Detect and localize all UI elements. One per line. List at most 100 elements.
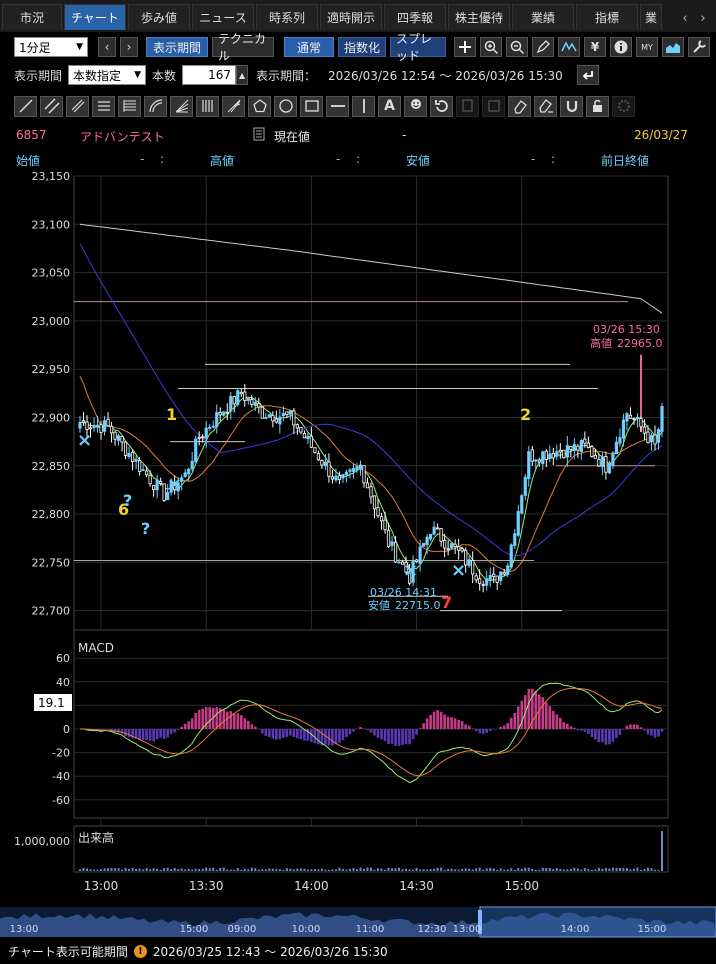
- macd-tick-label: -40: [52, 770, 70, 783]
- signal-icon[interactable]: [558, 37, 580, 57]
- fibonacci-icon[interactable]: [118, 95, 141, 117]
- range-mode-select[interactable]: 本数指定 ▼: [68, 65, 147, 85]
- macd-bar: [310, 729, 313, 743]
- vlines-icon[interactable]: [196, 95, 219, 117]
- volume-bar: [622, 867, 625, 871]
- period-button[interactable]: 表示期間: [146, 37, 208, 57]
- volume-bar: [313, 869, 316, 871]
- candle-body: [460, 548, 464, 552]
- volume-bar: [275, 868, 278, 871]
- tab-prev-icon[interactable]: ‹: [682, 10, 688, 26]
- footer-label: チャート表示可能期間: [8, 944, 128, 959]
- volume-bar: [152, 868, 155, 871]
- copy-icon[interactable]: [456, 95, 479, 117]
- tab-next-icon[interactable]: ›: [700, 10, 706, 26]
- info-icon[interactable]: [610, 37, 632, 57]
- candle-body: [386, 529, 391, 548]
- candle-body: [579, 440, 583, 452]
- stamp-icon[interactable]: [404, 95, 427, 117]
- tab-market[interactable]: 市況: [2, 4, 62, 30]
- count-stepper-icon[interactable]: ▲: [236, 65, 249, 85]
- macd-bar: [306, 729, 310, 741]
- count-input[interactable]: 167: [182, 65, 237, 85]
- undo-icon[interactable]: [430, 95, 453, 117]
- candle-body: [551, 452, 555, 459]
- gear-icon[interactable]: [612, 95, 635, 117]
- tab-earnings[interactable]: 業績: [512, 4, 574, 30]
- signal-cross: ×: [167, 474, 182, 495]
- zoom-in-icon[interactable]: [480, 37, 502, 57]
- index-button[interactable]: 指数化: [338, 37, 386, 57]
- next-button[interactable]: ›: [120, 37, 138, 57]
- pen-icon[interactable]: [532, 37, 554, 57]
- tab-chart[interactable]: チャート: [64, 4, 126, 30]
- tab-disclosure[interactable]: 適時開示: [320, 4, 382, 30]
- volume-bar: [492, 868, 495, 871]
- arc-icon[interactable]: [144, 95, 167, 117]
- volume-bar: [405, 868, 408, 871]
- volume-bar: [545, 867, 548, 871]
- channel-icon[interactable]: [40, 95, 63, 117]
- hline-icon[interactable]: [326, 95, 349, 117]
- spread-button[interactable]: スプレッド: [390, 32, 446, 63]
- tab-news[interactable]: ニュース: [192, 4, 254, 30]
- reset-icon[interactable]: [576, 65, 599, 85]
- my-chart-icon[interactable]: MY: [636, 37, 658, 57]
- volume-bar: [121, 869, 124, 871]
- magnet-icon[interactable]: [560, 95, 583, 117]
- fan-icon[interactable]: [170, 95, 193, 117]
- high-label: 高値: [210, 154, 235, 168]
- circle-icon[interactable]: [274, 95, 297, 117]
- trendline-icon[interactable]: [14, 95, 37, 117]
- tab-more[interactable]: 業: [640, 4, 662, 30]
- volume-bar: [327, 869, 330, 871]
- tab-benefits[interactable]: 株主優待: [448, 4, 510, 30]
- zoom-out-icon[interactable]: [506, 37, 528, 57]
- candle-body: [471, 560, 475, 575]
- pitchfork-icon[interactable]: [222, 95, 245, 117]
- tab-shikiho[interactable]: 四季報: [384, 4, 446, 30]
- normal-button[interactable]: 通常: [284, 37, 334, 57]
- volume-bar: [576, 868, 579, 871]
- text-icon[interactable]: A: [378, 95, 401, 117]
- volume-bar: [240, 869, 243, 871]
- navigator-handle-left[interactable]: [478, 910, 482, 934]
- candle-body: [555, 451, 559, 457]
- stock-chart[interactable]: 23,150 23,100 23,050 23,000 22,950 22,900 22,8…: [0, 170, 716, 938]
- price-tick-label: 23,000: [32, 315, 71, 328]
- yen-icon[interactable]: ¥: [584, 37, 606, 57]
- hlines-icon[interactable]: [92, 95, 115, 117]
- candle-body: [260, 406, 264, 419]
- parallel-icon[interactable]: [66, 95, 89, 117]
- rectangle-icon[interactable]: [300, 95, 323, 117]
- macd-bar: [201, 708, 205, 729]
- eraser-icon[interactable]: [508, 95, 531, 117]
- tab-indicators[interactable]: 指標: [576, 4, 638, 30]
- document-icon[interactable]: [252, 127, 266, 144]
- macd-bar: [590, 729, 594, 737]
- paste-icon[interactable]: [482, 95, 505, 117]
- lock-icon[interactable]: [586, 95, 609, 117]
- tab-tick[interactable]: 歩み値: [128, 4, 190, 30]
- tab-timeseries[interactable]: 時系列: [256, 4, 318, 30]
- volume-bar: [352, 868, 355, 871]
- settings-icon[interactable]: [688, 37, 710, 57]
- area-chart-icon[interactable]: [662, 37, 684, 57]
- prev-button[interactable]: ‹: [98, 37, 116, 57]
- macd-bar: [292, 729, 296, 738]
- volume-bar: [377, 868, 380, 871]
- signal-number-6: 6: [118, 500, 129, 519]
- volume-tick: 1,000,000: [14, 835, 70, 848]
- volume-bar: [580, 869, 583, 871]
- macd-bar: [282, 729, 285, 738]
- macd-bar: [478, 729, 481, 733]
- eraser-all-icon[interactable]: [534, 95, 557, 117]
- vline-icon[interactable]: [352, 95, 375, 117]
- interval-select[interactable]: 1分足 ▼: [14, 37, 88, 57]
- pentagon-icon[interactable]: [248, 95, 271, 117]
- add-icon[interactable]: [454, 37, 476, 57]
- candle-body: [208, 426, 212, 429]
- navigator-window[interactable]: [479, 906, 716, 938]
- technical-button[interactable]: テクニカル: [212, 32, 274, 63]
- candle-body: [95, 424, 100, 428]
